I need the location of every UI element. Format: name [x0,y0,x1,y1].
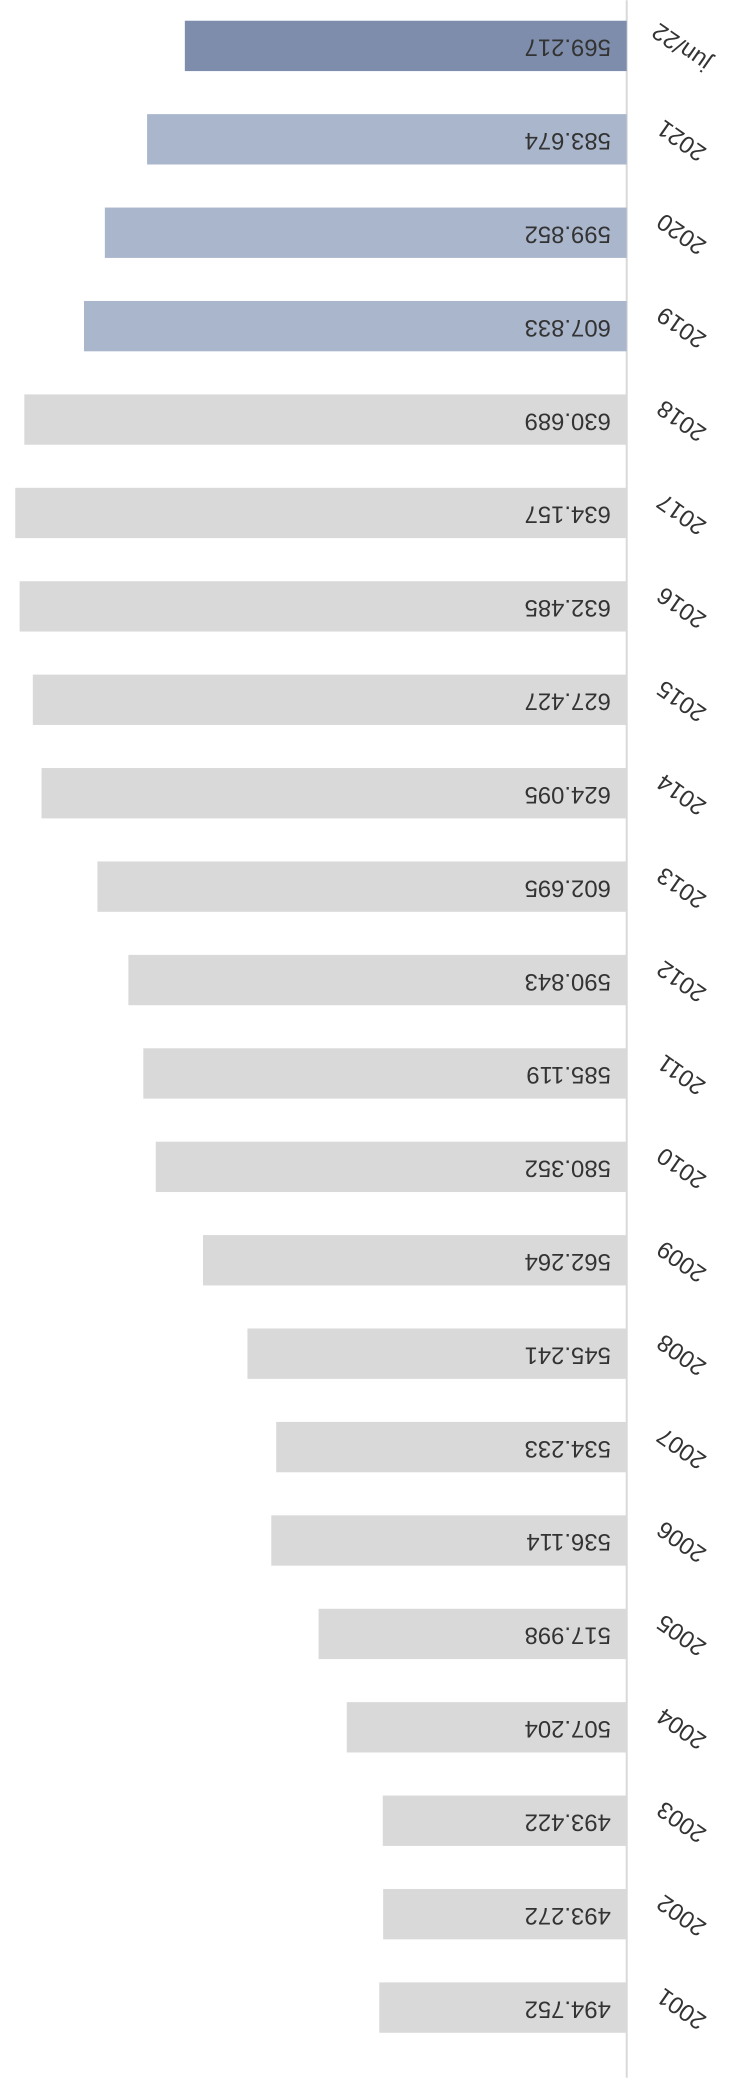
value-label: 630.689 [525,407,611,434]
y-tick-label: 2009 [652,1235,711,1288]
bar [379,1982,627,2033]
y-tick-label: 2004 [652,1702,711,1755]
bar [346,1702,627,1753]
value-label: 607.833 [525,314,611,341]
bar [383,1888,627,1940]
bar [143,1048,627,1099]
y-tick-label: 2015 [652,675,711,728]
bar [318,1608,627,1660]
bar [24,394,627,445]
value-label: 569.217 [525,34,611,61]
value-label: 590.843 [525,968,611,995]
value-label: 507.204 [525,1715,611,1742]
value-label: 627.427 [525,688,611,715]
bar [247,1328,627,1379]
y-tick-label: 2017 [652,488,711,541]
y-tick-label: jun/22 [647,17,717,77]
value-label: 493.272 [525,1902,611,1929]
y-tick-label: 2012 [652,955,711,1008]
y-tick-label: 2018 [652,394,711,447]
y-tick-label: 2010 [652,1142,711,1195]
y-tick-label: 2019 [652,301,711,354]
value-label: 632.485 [525,594,611,621]
bar [83,300,627,352]
y-tick-label: 2008 [652,1328,711,1381]
value-label: 624.095 [525,781,611,808]
bar [104,207,627,258]
value-label: 634.157 [525,501,611,528]
bar [32,674,627,725]
value-label: 494.752 [525,1995,611,2022]
value-label: 536.114 [526,1528,610,1555]
y-tick-label: 2003 [652,1795,711,1848]
bar [128,954,627,1006]
bar [155,1141,627,1193]
y-tick-label: 2016 [652,581,711,634]
bar [15,487,627,539]
value-label: 583.674 [525,127,611,154]
y-tick-label: 2001 [652,1982,711,2035]
y-tick-label: 2020 [652,207,711,260]
bar [276,1421,627,1473]
value-label: 602.695 [525,874,611,901]
y-tick-label: 2002 [652,1889,711,1942]
bar [97,861,627,912]
y-tick-label: 2021 [652,114,711,167]
y-tick-label: 2014 [652,768,711,821]
value-label: 585.119 [526,1061,610,1088]
bar [202,1235,627,1286]
bar [19,581,627,632]
y-tick-label: 2006 [652,1515,711,1568]
bar [184,20,627,72]
value-label: 545.241 [525,1341,611,1368]
bar [147,114,627,165]
y-tick-label: 2005 [652,1609,711,1662]
bar [382,1795,627,1846]
value-label: 562.264 [525,1248,611,1275]
value-label: 599.852 [525,220,611,247]
value-label: 534.233 [525,1435,611,1462]
bar [41,768,627,819]
value-label: 493.422 [525,1808,611,1835]
bar [271,1515,627,1566]
y-tick-label: 2011 [653,1049,710,1101]
value-label: 580.352 [525,1155,611,1182]
y-tick-label: 2007 [652,1422,711,1475]
y-tick-label: 2013 [652,861,711,914]
value-label: 517.998 [525,1622,611,1649]
